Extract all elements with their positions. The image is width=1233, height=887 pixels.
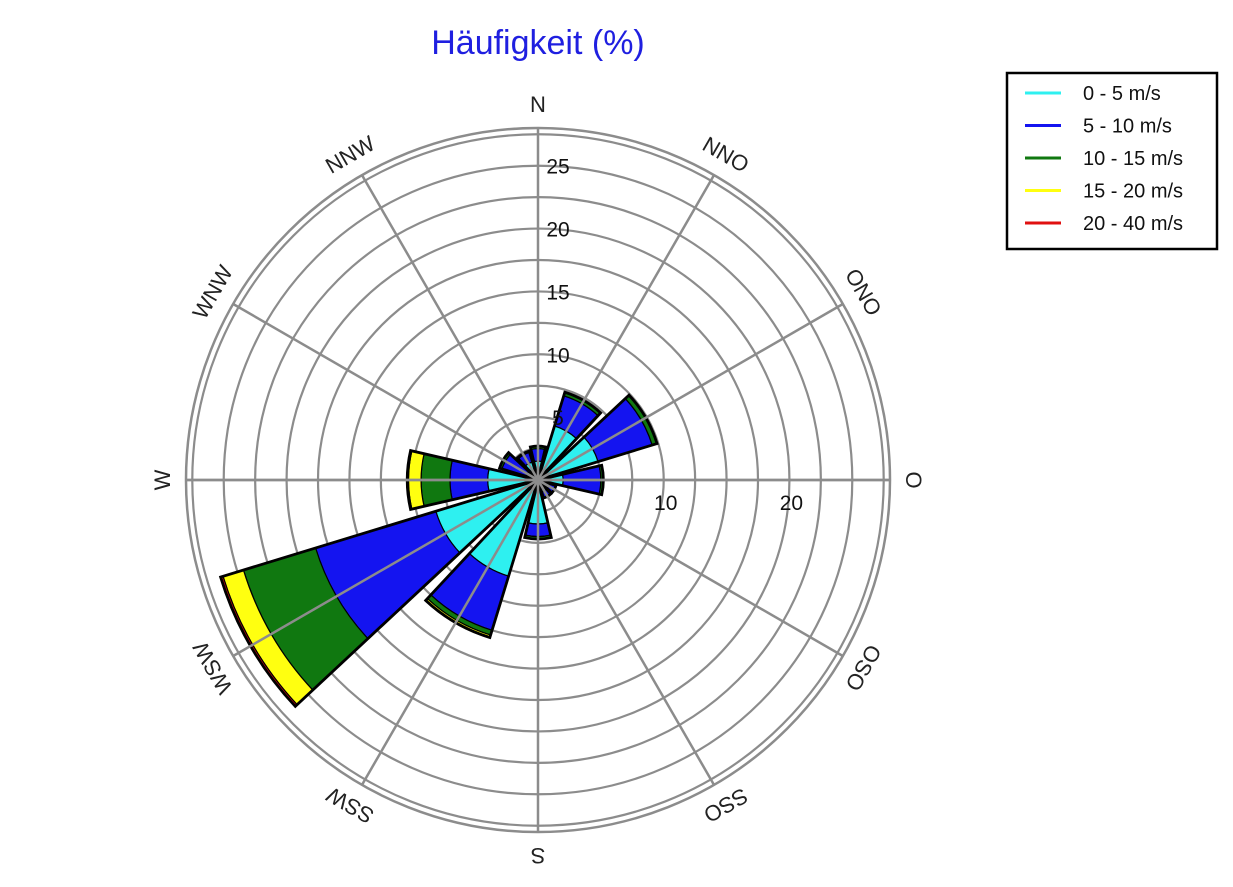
- direction-label-O: O: [901, 471, 926, 488]
- spoke: [536, 174, 716, 481]
- wind-bars: [218, 390, 659, 709]
- spoke: [537, 478, 844, 658]
- direction-label-S: S: [531, 843, 546, 868]
- legend-label: 20 - 40 m/s: [1083, 213, 1183, 235]
- horizontal-tick-label: 20: [780, 492, 803, 515]
- legend-label: 0 - 5 m/s: [1083, 83, 1161, 105]
- spoke: [536, 479, 716, 786]
- chart-title: Häufigkeit (%): [431, 24, 645, 62]
- radial-tick-label: 15: [546, 281, 569, 304]
- legend-label: 10 - 15 m/s: [1083, 148, 1183, 170]
- direction-label-N: N: [530, 92, 546, 117]
- legend-box: [1005, 71, 1219, 251]
- horizontal-tick-label: 10: [654, 492, 677, 515]
- legend-label: 15 - 20 m/s: [1083, 181, 1183, 203]
- spoke: [232, 478, 539, 658]
- legend-label: 5 - 10 m/s: [1083, 116, 1172, 138]
- direction-label-WSW: WSW: [188, 637, 238, 698]
- spoke: [360, 479, 540, 786]
- radial-tick-label: 25: [546, 156, 569, 179]
- radial-tick-label: 10: [546, 344, 569, 367]
- spoke: [360, 174, 540, 481]
- direction-spokes: [186, 128, 890, 832]
- direction-label-W: W: [150, 469, 175, 490]
- radial-tick-label: 5: [552, 407, 564, 430]
- radial-tick-labels: 5 10 15 20 25 10 20: [546, 156, 803, 515]
- direction-label-WNW: WNW: [187, 261, 237, 323]
- radial-tick-label: 20: [546, 219, 569, 242]
- spoke: [232, 302, 539, 482]
- legend: 0 - 5 m/s 5 - 10 m/s 10 - 15 m/s 15 - 20 m/…: [1005, 71, 1219, 251]
- spoke: [537, 302, 844, 482]
